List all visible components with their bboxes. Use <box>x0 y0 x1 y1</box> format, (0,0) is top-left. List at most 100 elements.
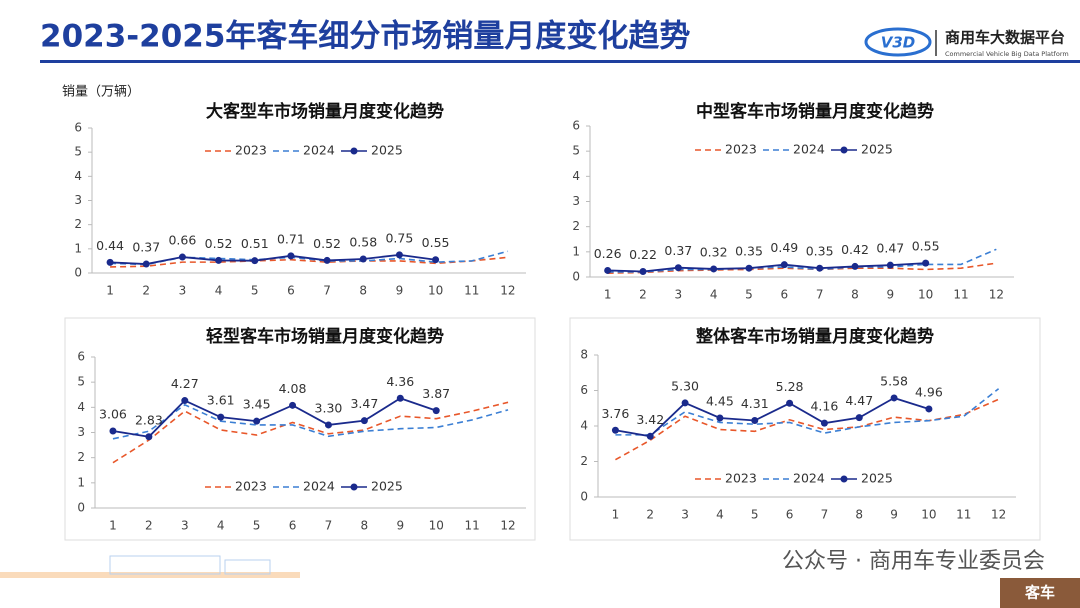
y-tick-label: 6 <box>77 350 85 364</box>
legend-marker <box>840 146 848 154</box>
data-point <box>716 414 724 422</box>
legend-label: 2024 <box>793 471 825 486</box>
x-tick-label: 2 <box>639 288 647 302</box>
watermark: 公众号 · 商用车专业委员会 <box>782 549 1045 574</box>
x-tick-label: 5 <box>253 519 261 533</box>
data-label: 3.47 <box>350 396 378 411</box>
data-point <box>710 265 718 273</box>
x-tick-label: 9 <box>396 284 404 298</box>
data-point <box>109 427 117 435</box>
data-label: 0.35 <box>735 244 763 259</box>
y-tick-label: 5 <box>74 145 82 159</box>
series-line <box>615 388 1000 436</box>
y-tick-label: 5 <box>77 375 85 389</box>
data-point <box>639 267 647 275</box>
y-tick-label: 3 <box>74 193 82 207</box>
data-point <box>681 399 689 407</box>
x-tick-label: 4 <box>215 284 223 298</box>
series-line <box>615 398 999 461</box>
data-label: 0.35 <box>806 244 834 259</box>
y-tick-label: 1 <box>572 244 580 258</box>
data-point <box>145 433 153 441</box>
slide-title: 2023-2025年客车细分市场销量月度变化趋势 <box>40 19 690 55</box>
series-line <box>110 253 436 265</box>
x-tick-label: 6 <box>289 519 297 533</box>
x-tick-label: 11 <box>953 288 968 302</box>
legend-marker <box>350 147 358 155</box>
data-point <box>253 417 261 425</box>
data-label: 0.75 <box>385 230 413 245</box>
data-label: 3.76 <box>601 406 629 421</box>
data-point <box>780 261 788 269</box>
series-line <box>615 396 930 438</box>
series-line <box>112 401 509 464</box>
data-point <box>251 257 259 265</box>
logo-subtitle: Commercial Vehicle Big Data Platform <box>945 50 1069 58</box>
y-tick-label: 4 <box>74 169 82 183</box>
x-tick-label: 12 <box>500 519 515 533</box>
data-point <box>324 421 332 429</box>
data-point <box>360 417 368 425</box>
legend-label: 2023 <box>235 143 267 158</box>
legend-label: 2025 <box>861 142 893 157</box>
data-label: 0.42 <box>841 242 869 257</box>
legend-label: 2023 <box>235 479 267 494</box>
x-tick-label: 6 <box>287 284 295 298</box>
data-point <box>217 413 225 421</box>
x-tick-label: 3 <box>681 508 689 522</box>
y-tick-label: 2 <box>580 454 588 468</box>
data-label: 0.37 <box>664 243 692 258</box>
data-label: 3.42 <box>636 412 664 427</box>
data-point <box>396 394 404 402</box>
x-tick-label: 5 <box>251 284 259 298</box>
legend-label: 2024 <box>793 142 825 157</box>
data-label: 5.28 <box>776 379 804 394</box>
x-tick-label: 12 <box>989 288 1004 302</box>
y-tick-label: 6 <box>572 119 580 133</box>
data-label: 0.55 <box>422 235 450 250</box>
x-tick-label: 5 <box>745 288 753 302</box>
y-tick-label: 0 <box>572 270 580 284</box>
data-label: 4.27 <box>171 376 199 391</box>
data-point <box>890 394 898 402</box>
y-tick-label: 2 <box>572 219 580 233</box>
data-point <box>816 264 824 272</box>
x-tick-label: 4 <box>710 288 718 302</box>
y-tick-label: 4 <box>572 169 580 183</box>
data-label: 5.30 <box>671 378 699 393</box>
legend-label: 2025 <box>371 143 403 158</box>
logo-title: 商用车大数据平台 <box>945 29 1065 47</box>
logo-ring <box>864 27 932 57</box>
data-point <box>432 256 440 264</box>
x-tick-label: 10 <box>428 284 443 298</box>
data-point <box>178 253 186 261</box>
y-tick-label: 3 <box>572 194 580 208</box>
chart-title: 整体客车市场销量月度变化趋势 <box>696 326 934 347</box>
data-point <box>359 255 367 263</box>
data-point <box>922 259 930 267</box>
data-label: 0.32 <box>700 244 728 259</box>
chart-frame <box>64 317 536 541</box>
chart-title: 中型客车市场销量月度变化趋势 <box>696 101 934 122</box>
y-tick-label: 1 <box>77 475 85 489</box>
data-label: 3.06 <box>99 406 127 421</box>
x-tick-label: 8 <box>361 519 369 533</box>
y-tick-label: 2 <box>77 450 85 464</box>
data-point <box>142 260 150 268</box>
x-tick-label: 1 <box>109 519 117 533</box>
data-label: 0.44 <box>96 238 124 253</box>
data-label: 4.96 <box>915 384 943 399</box>
x-tick-label: 10 <box>918 288 933 302</box>
x-tick-label: 7 <box>821 508 829 522</box>
x-tick-label: 11 <box>464 284 479 298</box>
data-label: 0.47 <box>876 241 904 256</box>
x-tick-label: 2 <box>646 508 654 522</box>
x-tick-label: 1 <box>106 284 114 298</box>
data-point <box>215 256 223 264</box>
y-tick-label: 5 <box>572 144 580 158</box>
data-point <box>287 252 295 260</box>
x-tick-label: 7 <box>816 288 824 302</box>
data-point <box>289 401 297 409</box>
data-label: 4.16 <box>810 399 838 414</box>
data-label: 0.51 <box>241 236 269 251</box>
